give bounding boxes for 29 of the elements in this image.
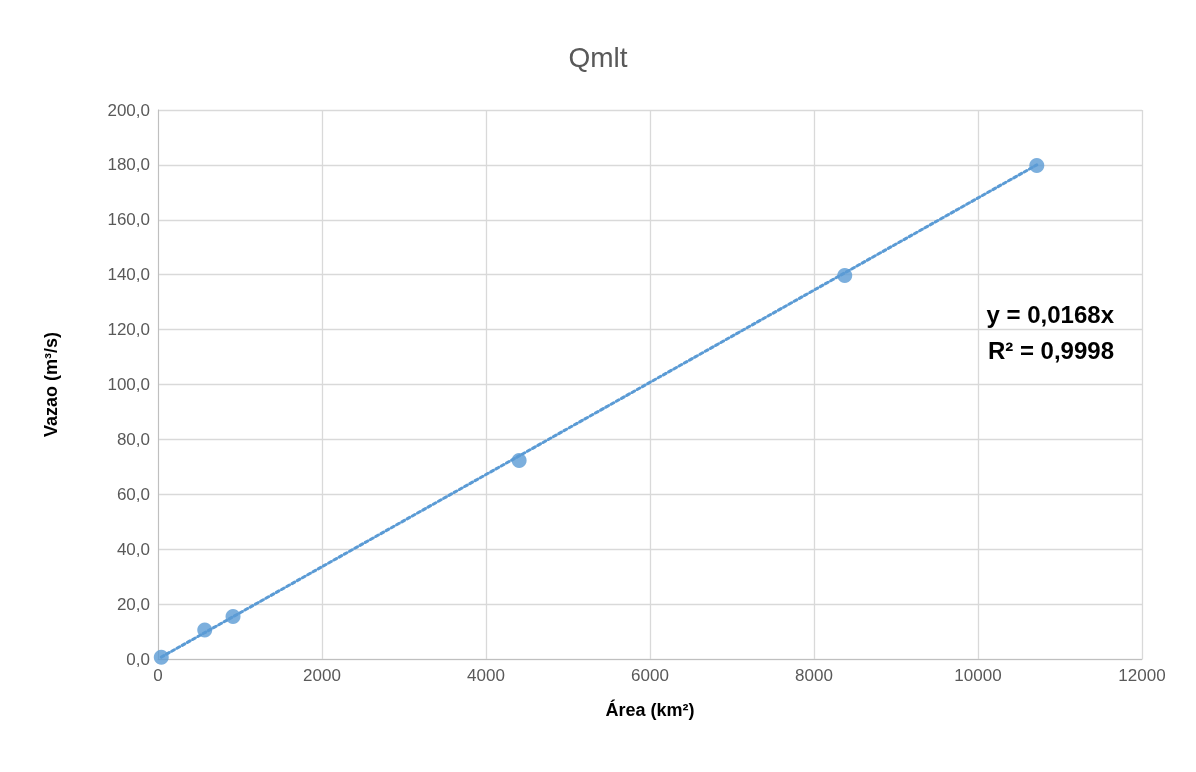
point xyxy=(197,622,213,638)
y-tick-label: 160,0 xyxy=(107,210,150,230)
point xyxy=(1029,157,1045,173)
y-tick-label: 80,0 xyxy=(116,429,150,449)
x-tick-label: 0 xyxy=(153,666,163,685)
x-axis-title: Área (km²) xyxy=(605,699,695,720)
point xyxy=(511,453,527,469)
point xyxy=(225,608,241,624)
chart-title: Qmlt xyxy=(568,41,628,73)
point xyxy=(153,649,169,665)
x-tick-label: 8000 xyxy=(795,666,833,685)
y-tick-label: 100,0 xyxy=(107,375,150,394)
annotation: R² = 0,9998 xyxy=(987,336,1114,364)
x-tick-label: 12000 xyxy=(1118,666,1166,685)
y-tick-label: 200,0 xyxy=(107,100,150,120)
x-tick-label: 2000 xyxy=(303,666,341,685)
point xyxy=(837,268,853,284)
x-tick-label: 4000 xyxy=(467,666,505,685)
x-tick-label: 10000 xyxy=(954,666,1002,685)
y-tick-label: 20,0 xyxy=(116,594,150,614)
y-tick-label: 40,0 xyxy=(116,539,150,559)
y-tick-label: 120,0 xyxy=(107,320,150,340)
y-axis-title: Vazao (m³/s) xyxy=(41,331,61,438)
y-tick-label: 0,0 xyxy=(126,649,150,669)
y-tick-label: 60,0 xyxy=(116,484,150,504)
y-tick-label: 140,0 xyxy=(107,265,150,285)
annotation: y = 0,0168x xyxy=(986,300,1115,328)
x-tick-label: 6000 xyxy=(631,666,669,685)
y-tick-label: 180,0 xyxy=(107,155,150,175)
